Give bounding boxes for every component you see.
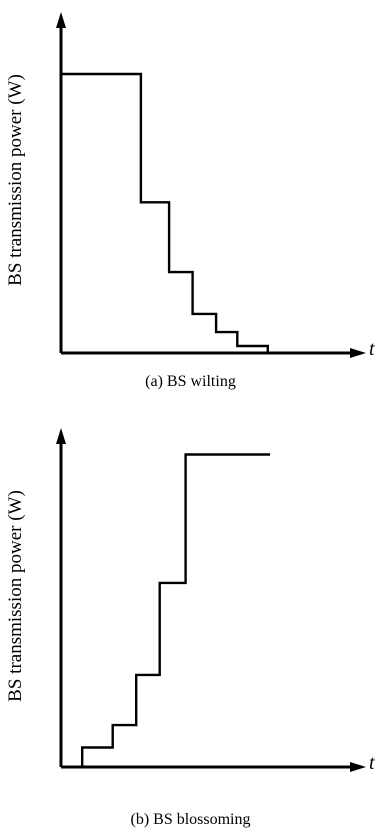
step-line-series-0 bbox=[61, 74, 268, 353]
chart-panel-wilting: BS transmission power (W) t (a) BS wilti… bbox=[0, 0, 381, 416]
y-axis-arrowhead bbox=[56, 428, 66, 444]
figure-caption-blossoming: (b) BS blossoming bbox=[0, 811, 381, 829]
x-axis-arrowhead bbox=[350, 348, 366, 358]
chart-svg-wilting bbox=[0, 0, 381, 416]
plot-group-wilting bbox=[56, 12, 366, 358]
y-axis-label-wrap-wilting: BS transmission power (W) bbox=[4, 30, 28, 330]
y-axis-label-wrap-blossoming: BS transmission power (W) bbox=[4, 446, 28, 746]
y-axis-arrowhead bbox=[56, 12, 66, 28]
chart-panel-blossoming: BS transmission power (W) t (b) BS bloss… bbox=[0, 416, 381, 832]
y-axis-label: BS transmission power (W) bbox=[5, 490, 27, 702]
plot-group-blossoming bbox=[56, 428, 366, 772]
x-axis-label: t bbox=[369, 338, 375, 361]
x-axis-arrowhead bbox=[350, 762, 366, 772]
step-line-series-0 bbox=[82, 455, 270, 768]
y-axis-label: BS transmission power (W) bbox=[5, 74, 27, 286]
chart-svg-blossoming bbox=[0, 416, 381, 832]
figure-caption-wilting: (a) BS wilting bbox=[0, 373, 381, 391]
x-axis-label: t bbox=[369, 752, 375, 775]
